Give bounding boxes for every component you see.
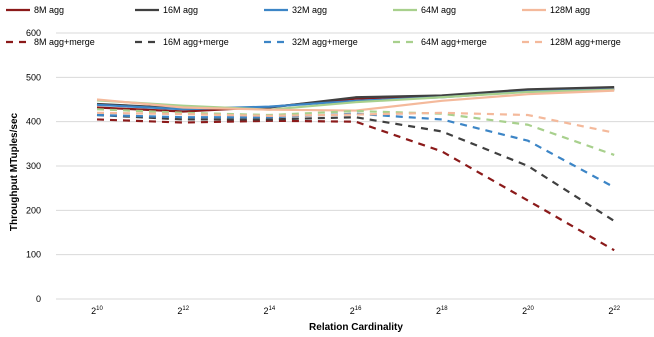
legend-label: 32M agg — [292, 5, 327, 15]
x-tick-label: 222 — [608, 306, 620, 316]
legend: 8M agg 16M agg 32M agg 64M agg 128M agg 8M ag… — [6, 5, 621, 47]
legend-label: 128M agg+merge — [550, 37, 621, 47]
y-tick-label: 200 — [26, 205, 41, 215]
x-tick-label: 214 — [264, 306, 276, 316]
x-tick-base: 2 — [350, 306, 355, 316]
legend-label: 64M agg — [421, 5, 456, 15]
x-tick-label: 218 — [436, 306, 448, 316]
series-line-4 — [96, 88, 615, 111]
x-tick-label: 210 — [91, 306, 103, 316]
y-tick-label: 0 — [36, 294, 41, 304]
x-tick-exponent: 10 — [96, 306, 103, 312]
series-line-5 — [96, 89, 615, 112]
series-line-6 — [96, 118, 615, 252]
y-tick-label: 300 — [26, 161, 41, 171]
y-axis-title: Throughput MTuples/sec — [9, 112, 20, 231]
y-axis-ticks: 0 100 200 300 400 500 600 — [26, 28, 41, 304]
legend-label: 16M agg+merge — [163, 37, 229, 47]
x-tick-label: 220 — [522, 306, 534, 316]
series-lines — [96, 85, 615, 252]
series-line-8 — [96, 112, 615, 189]
gridlines — [56, 32, 654, 300]
x-tick-base: 2 — [264, 306, 269, 316]
x-tick-exponent: 12 — [182, 306, 189, 312]
x-tick-label: 212 — [177, 306, 189, 316]
x-tick-exponent: 14 — [269, 306, 276, 312]
legend-label: 64M agg+merge — [421, 37, 487, 47]
legend-label: 8M agg — [34, 5, 64, 15]
x-tick-base: 2 — [177, 306, 182, 316]
series-line-9 — [96, 108, 615, 156]
x-tick-exponent: 20 — [527, 306, 534, 312]
x-tick-base: 2 — [91, 306, 96, 316]
x-tick-exponent: 22 — [613, 306, 620, 312]
legend-label: 128M agg — [550, 5, 590, 15]
y-tick-label: 100 — [26, 250, 41, 260]
x-tick-exponent: 16 — [355, 306, 362, 312]
legend-label: 16M agg — [163, 5, 198, 15]
x-tick-base: 2 — [608, 306, 613, 316]
x-axis-ticks: 210 212 214 216 218 220 222 — [91, 306, 621, 316]
x-tick-label: 216 — [350, 306, 362, 316]
x-axis-title: Relation Cardinality — [309, 322, 403, 333]
x-tick-base: 2 — [522, 306, 527, 316]
legend-label: 32M agg+merge — [292, 37, 358, 47]
y-tick-label: 400 — [26, 117, 41, 127]
x-tick-base: 2 — [436, 306, 441, 316]
series-line-10 — [96, 111, 615, 134]
x-tick-exponent: 18 — [441, 306, 448, 312]
y-tick-label: 600 — [26, 28, 41, 38]
legend-label: 8M agg+merge — [34, 37, 95, 47]
y-tick-label: 500 — [26, 72, 41, 82]
